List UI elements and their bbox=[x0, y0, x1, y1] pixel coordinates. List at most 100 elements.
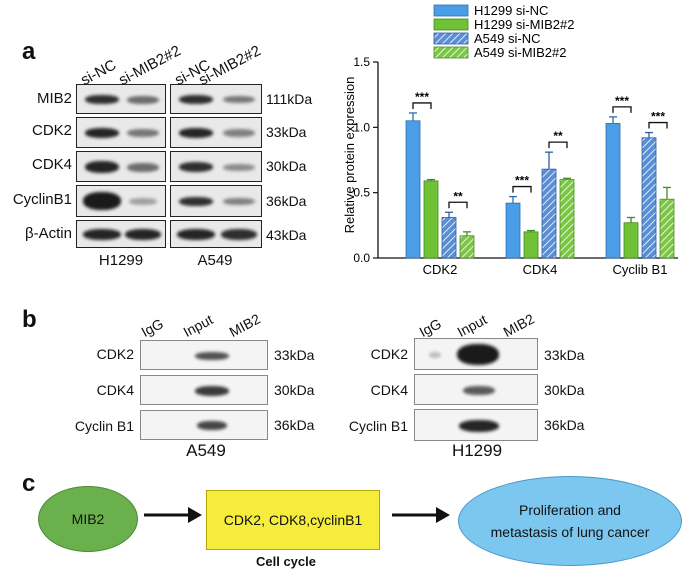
ip-blot-h1299-cdk2 bbox=[414, 338, 538, 370]
node-mib2-label: MIB2 bbox=[71, 511, 105, 527]
blot-row-label-mib2: MIB2 bbox=[36, 90, 72, 107]
lane-label: Input bbox=[454, 311, 490, 340]
ip-row-label: Cyclin B1 bbox=[74, 418, 134, 434]
kda-label: 36kDa bbox=[266, 193, 307, 209]
x-tick-label: Cyclib B1 bbox=[613, 262, 668, 277]
kda-label: 30kDa bbox=[544, 382, 585, 398]
blot-row-label-cdk2: CDK2 bbox=[31, 122, 72, 139]
blot-h1299-cdk2 bbox=[76, 117, 166, 148]
y-tick-label: 0.0 bbox=[353, 251, 370, 265]
node-cell-cycle-genes-label: CDK2, CDK8,cyclinB1 bbox=[223, 512, 363, 528]
y-axis-label: Relative protein expression bbox=[342, 77, 357, 234]
panel-letter-b: b bbox=[22, 306, 37, 333]
significance-label: *** bbox=[651, 110, 665, 124]
lane-label: MIB2 bbox=[226, 310, 263, 340]
legend-swatch bbox=[433, 18, 469, 31]
bar-h1299-si-nc-cdk4 bbox=[505, 202, 521, 259]
blot-h1299-mib2 bbox=[76, 84, 166, 114]
bar-h1299-si-nc-cdk2 bbox=[405, 120, 421, 259]
ip-row-label: CDK4 bbox=[370, 382, 408, 398]
legend-entry: A549 si-NC bbox=[474, 31, 540, 46]
significance-label: ** bbox=[553, 129, 563, 143]
blot-row-label-actin: β-Actin bbox=[25, 225, 72, 242]
lane-label: MIB2 bbox=[500, 310, 537, 340]
significance-label: ** bbox=[453, 189, 463, 203]
kda-label: 36kDa bbox=[274, 417, 315, 433]
bar-a549-si-nc-cyclib-b1 bbox=[641, 137, 657, 259]
significance-bracket bbox=[648, 121, 668, 129]
cell-line-label-a549: A549 bbox=[197, 252, 233, 269]
blot-a549-cdk4 bbox=[170, 151, 262, 182]
lane-label: IgG bbox=[138, 315, 166, 340]
node-outcome-line-1: Proliferation and bbox=[519, 502, 621, 518]
lane-label: si-MIB2#2 bbox=[116, 42, 184, 89]
significance-bracket bbox=[612, 106, 632, 113]
node-proliferation-metastasis: Proliferation and metastasis of lung can… bbox=[458, 476, 682, 566]
kda-label: 30kDa bbox=[266, 158, 307, 174]
ip-blot-a549-cdk2 bbox=[140, 340, 268, 370]
bar-a549-si-mib2-2-cdk4 bbox=[559, 179, 575, 259]
significance-label: *** bbox=[515, 174, 529, 188]
kda-label: 111kDa bbox=[266, 91, 313, 107]
cell-cycle-caption: Cell cycle bbox=[256, 554, 316, 569]
node-cell-cycle-genes: CDK2, CDK8,cyclinB1 bbox=[206, 490, 380, 550]
x-tick-label: CDK4 bbox=[523, 262, 558, 277]
arrow-right-icon bbox=[392, 507, 450, 523]
blot-a549-actin bbox=[170, 220, 262, 248]
blot-a549-mib2 bbox=[170, 84, 262, 114]
ip-row-label: CDK4 bbox=[96, 382, 134, 398]
legend-swatch bbox=[433, 32, 469, 45]
node-mib2: MIB2 bbox=[38, 486, 138, 552]
y-tick-label: 1.0 bbox=[353, 120, 370, 134]
ip-blot-a549-cyclinb1 bbox=[140, 410, 268, 440]
arrow-right-icon bbox=[144, 507, 202, 523]
significance-bracket bbox=[412, 102, 432, 109]
bar-h1299-si-mib2-2-cdk4 bbox=[523, 231, 539, 259]
y-tick-label: 1.5 bbox=[353, 55, 370, 69]
kda-label: 33kDa bbox=[274, 347, 315, 363]
bar-a549-si-mib2-2-cdk2 bbox=[459, 235, 475, 259]
blot-h1299-cdk4 bbox=[76, 151, 166, 182]
cell-line-label-h1299: H1299 bbox=[451, 441, 503, 460]
kda-label: 36kDa bbox=[544, 417, 585, 433]
blot-a549-cdk2 bbox=[170, 117, 262, 148]
legend-entry: H1299 si-NC bbox=[474, 3, 548, 18]
blot-a549-cyclinb1 bbox=[170, 185, 262, 217]
kda-label: 33kDa bbox=[544, 347, 585, 363]
panel-letter-c: c bbox=[22, 470, 36, 497]
ip-row-label: CDK2 bbox=[96, 346, 134, 362]
significance-bracket bbox=[512, 185, 532, 193]
node-outcome-line-2: metastasis of lung cancer bbox=[490, 524, 650, 540]
blot-row-label-cyclinb1: CyclinB1 bbox=[12, 191, 72, 208]
significance-label: *** bbox=[615, 94, 629, 108]
ip-row-label: Cyclin B1 bbox=[348, 418, 408, 434]
significance-bracket bbox=[448, 201, 468, 209]
legend-swatch bbox=[433, 4, 469, 17]
y-tick-label: 0.5 bbox=[353, 186, 370, 200]
significance-bracket bbox=[548, 141, 568, 149]
blot-h1299-cyclinb1 bbox=[76, 185, 166, 217]
bar-a549-si-mib2-2-cyclib-b1 bbox=[659, 198, 675, 259]
lane-label: Input bbox=[180, 311, 216, 340]
kda-label: 30kDa bbox=[274, 382, 315, 398]
bar-a549-si-nc-cdk4 bbox=[541, 168, 557, 259]
bar-h1299-si-mib2-2-cdk2 bbox=[423, 180, 439, 259]
ip-row-label: CDK2 bbox=[370, 346, 408, 362]
x-tick-label: CDK2 bbox=[423, 262, 458, 277]
ip-blot-h1299-cdk4 bbox=[414, 374, 538, 405]
legend-swatch bbox=[433, 46, 469, 59]
cell-line-label-a549: A549 bbox=[186, 441, 226, 460]
lane-label: IgG bbox=[416, 315, 444, 340]
kda-label: 33kDa bbox=[266, 124, 307, 140]
panel-letter-a: a bbox=[22, 38, 36, 65]
bar-h1299-si-nc-cyclib-b1 bbox=[605, 123, 621, 259]
legend-entry: A549 si-MIB2#2 bbox=[474, 45, 567, 60]
ip-blot-a549-cdk4 bbox=[140, 375, 268, 405]
kda-label: 43kDa bbox=[266, 227, 307, 243]
cell-line-label-h1299: H1299 bbox=[98, 252, 144, 269]
blot-row-label-cdk4: CDK4 bbox=[31, 156, 72, 173]
bar-a549-si-nc-cdk2 bbox=[441, 217, 457, 259]
legend-entry: H1299 si-MIB2#2 bbox=[474, 17, 574, 32]
ip-blot-h1299-cyclinb1 bbox=[414, 409, 538, 441]
